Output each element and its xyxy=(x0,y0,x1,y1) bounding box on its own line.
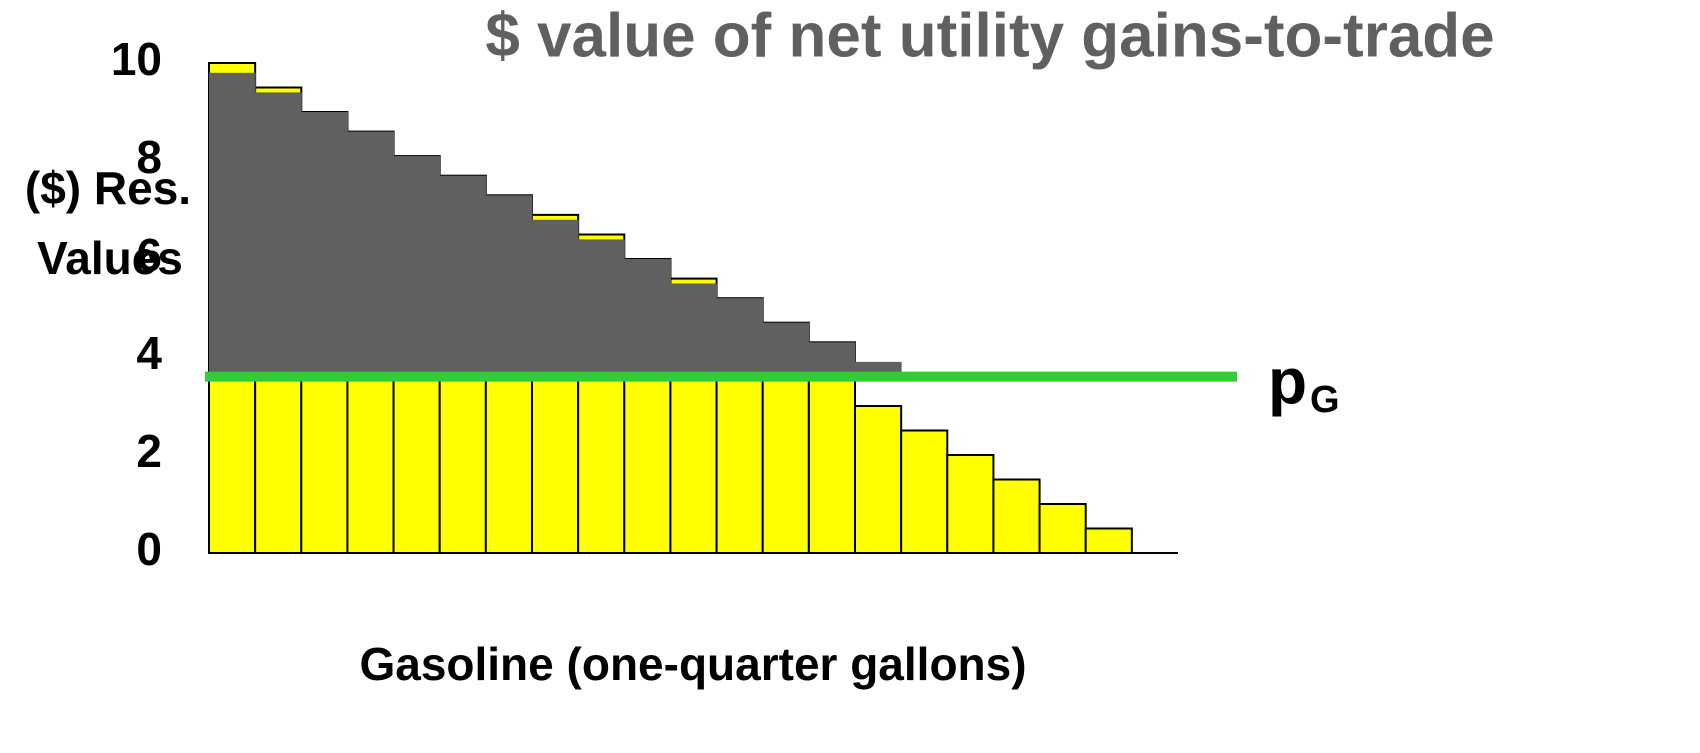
y-axis-label: ($) Res. xyxy=(25,162,191,214)
y-axis-label: Values xyxy=(37,232,183,284)
bar xyxy=(854,405,903,554)
y-tick-label: 8 xyxy=(136,131,162,183)
y-tick-label: 2 xyxy=(136,425,162,477)
gain-area xyxy=(393,156,441,377)
gain-area xyxy=(624,259,671,377)
price-label: p xyxy=(1268,345,1307,417)
gain-area xyxy=(209,72,256,377)
gain-area xyxy=(347,131,395,377)
bar xyxy=(946,454,995,554)
y-tick-label: 4 xyxy=(136,327,162,379)
bar xyxy=(1084,527,1133,554)
y-tick-label: 6 xyxy=(136,229,162,281)
gain-area xyxy=(301,112,348,377)
gain-area xyxy=(716,298,764,377)
chart-title: $ value of net utility gains-to-trade xyxy=(485,1,1494,70)
gain-area xyxy=(439,175,487,377)
gain-area xyxy=(670,283,718,377)
gain-area xyxy=(578,239,625,377)
bar xyxy=(1038,503,1087,554)
gain-area xyxy=(485,195,533,377)
bar xyxy=(900,429,949,554)
y-tick-label: 0 xyxy=(136,523,162,575)
price-label-subscript: G xyxy=(1310,379,1340,421)
x-axis-label: Gasoline (one-quarter gallons) xyxy=(359,638,1026,690)
y-tick-label: 10 xyxy=(111,33,162,85)
gain-area xyxy=(808,342,856,377)
gain-area xyxy=(255,92,302,377)
gain-area xyxy=(532,219,579,377)
bar xyxy=(992,478,1041,554)
gain-area xyxy=(762,322,810,377)
